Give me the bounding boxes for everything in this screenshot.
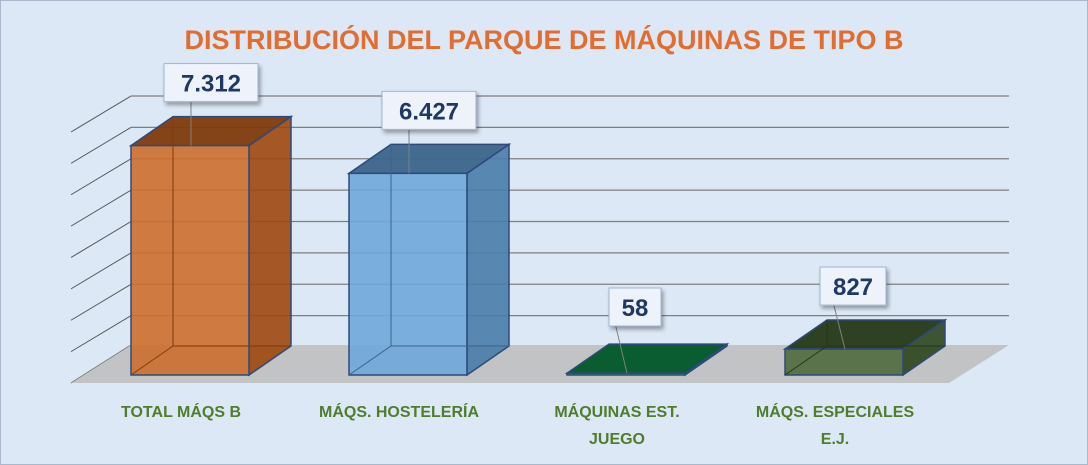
bar-front bbox=[130, 144, 250, 376]
gridline-side bbox=[70, 252, 132, 290]
category-label: TOTAL MÁQS B bbox=[121, 402, 241, 421]
data-label-box bbox=[608, 287, 662, 327]
leader-line bbox=[832, 301, 846, 350]
gridline-side bbox=[70, 95, 132, 133]
category-label: E.J. bbox=[821, 431, 849, 448]
bar-edge bbox=[348, 345, 392, 376]
data-label-box bbox=[381, 90, 477, 130]
chart-title: DISTRIBUCIÓN DEL PARQUE DE MÁQUINAS DE T… bbox=[184, 24, 903, 55]
bar-front bbox=[348, 172, 468, 376]
bars bbox=[128, 115, 948, 377]
data-label: 827 bbox=[833, 274, 873, 301]
chart-floor bbox=[71, 345, 1009, 383]
gridline-side bbox=[70, 189, 132, 227]
data-label-box bbox=[819, 266, 887, 306]
bar bbox=[564, 342, 730, 377]
gridline-side bbox=[70, 126, 132, 164]
data-label-box bbox=[163, 63, 259, 103]
bar bbox=[128, 115, 294, 377]
bar-side bbox=[248, 115, 292, 377]
category-labels: TOTAL MÁQS B MÁQS. HOSTELERÍA MÁQUINAS EST… bbox=[121, 402, 914, 448]
data-label: 6.427 bbox=[399, 98, 459, 125]
data-labels: 7.312 6.427 58 827 bbox=[163, 63, 887, 374]
category-label: MÁQS. HOSTELERÍA bbox=[319, 402, 479, 421]
gridline-side bbox=[70, 221, 132, 258]
bar-front bbox=[566, 372, 686, 376]
data-label: 58 bbox=[622, 295, 649, 322]
gridline-side bbox=[70, 158, 132, 196]
category-label: MÁQS. ESPECIALES bbox=[756, 402, 915, 421]
category-label: JUEGO bbox=[589, 431, 645, 448]
bar bbox=[782, 318, 948, 377]
bar-front bbox=[784, 348, 904, 376]
bar-edge bbox=[784, 345, 828, 376]
bar-edge bbox=[130, 345, 174, 376]
floor-plane bbox=[71, 345, 1009, 383]
bar-side bbox=[466, 142, 510, 377]
gridline-side bbox=[70, 283, 132, 321]
leader-line bbox=[614, 322, 628, 374]
data-label: 7.312 bbox=[181, 71, 241, 98]
bar bbox=[346, 142, 512, 377]
gridline-side bbox=[70, 315, 132, 353]
category-label: MÁQUINAS EST. bbox=[554, 402, 679, 421]
